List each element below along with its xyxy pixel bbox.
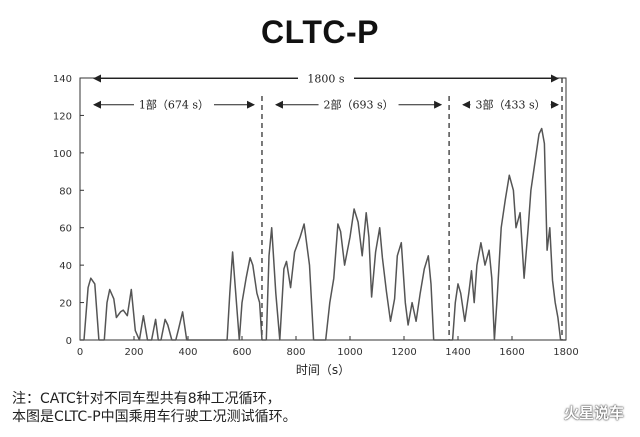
y-tick-label: 40 <box>59 261 72 272</box>
speed-series-line <box>80 127 566 341</box>
y-tick-label: 100 <box>53 149 72 160</box>
y-tick-label: 20 <box>59 299 72 310</box>
x-tick-label: 800 <box>286 347 305 358</box>
span-label: 2部（693 s） <box>323 98 393 112</box>
y-tick-label: 120 <box>53 111 72 122</box>
y-tick-label: 0 <box>66 336 72 347</box>
x-tick-label: 1600 <box>499 347 524 358</box>
span-label-bg <box>318 95 399 110</box>
chart-title: CLTC-P <box>261 14 379 50</box>
span-label-bg <box>470 95 551 110</box>
span-label-bg <box>298 69 354 84</box>
x-tick-label: 1800 <box>553 347 578 358</box>
x-axis-label: 时间（s） <box>296 363 350 377</box>
y-tick-label: 60 <box>59 224 72 235</box>
plot-area <box>80 127 566 341</box>
watermark-text: 火星说车 <box>563 404 624 422</box>
x-tick-label: 600 <box>232 347 251 358</box>
annotation-layer: 1800 s 1部（674 s） 2部（693 s） 3部（433 s） <box>93 69 563 340</box>
x-tick-label: 1000 <box>337 347 362 358</box>
footnote-line-1: 注：CATC针对不同车型共有8种工况循环， <box>12 391 281 407</box>
y-tick-label: 80 <box>59 186 72 197</box>
span-label: 3部（433 s） <box>475 98 545 112</box>
x-tick-label: 400 <box>178 347 197 358</box>
y-tick-label: 140 <box>53 74 72 85</box>
span-label: 1部（674 s） <box>139 98 209 112</box>
x-tick-label: 1200 <box>391 347 416 358</box>
footnote-line-2: 本图是CLTC-P中国乘用车行驶工况测试循环。 <box>12 409 297 425</box>
span-label: 1800 s <box>307 73 344 86</box>
x-tick-label: 1400 <box>445 347 470 358</box>
span-label-bg <box>133 95 214 110</box>
x-tick-label: 200 <box>124 347 143 358</box>
x-tick-label: 0 <box>77 347 83 358</box>
